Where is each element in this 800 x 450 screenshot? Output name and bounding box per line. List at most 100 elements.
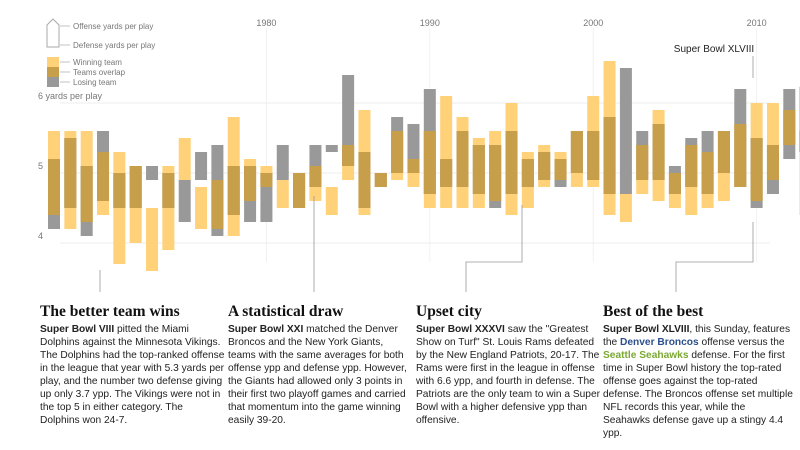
losing-team-bar	[342, 75, 355, 166]
story-best-of-the-best: Best of the best Super Bowl XLVIII, this…	[603, 303, 795, 440]
overlap-bar	[521, 159, 534, 187]
overlap-bar	[113, 173, 126, 208]
story-lead: Super Bowl XLVIII	[603, 324, 690, 335]
overlap-bar	[227, 166, 240, 215]
story-lead: Super Bowl XXXVI	[416, 324, 505, 335]
story-body: Super Bowl XLVIII, this Sunday, features…	[603, 323, 795, 440]
story-better-team-wins: The better team wins Super Bowl VIII pit…	[40, 303, 225, 427]
y-tick-label: 5	[38, 161, 43, 171]
x-tick-label: 2000	[583, 18, 603, 28]
winning-team-bar	[146, 208, 159, 271]
winning-team-bar	[619, 194, 632, 222]
team-name-broncos: Denver Broncos	[620, 337, 699, 348]
overlap-bar	[603, 117, 616, 194]
story-body: Super Bowl XXXVI saw the "Greatest Show …	[416, 323, 601, 427]
losing-team-bar	[178, 180, 191, 222]
overlap-bar	[750, 138, 763, 201]
overlap-bar	[64, 138, 77, 208]
legend-bar-outline-icon	[46, 18, 60, 48]
overlap-bar	[391, 131, 404, 173]
x-tick-label: 1980	[256, 18, 276, 28]
x-tick-label: 1990	[420, 18, 440, 28]
legend-offense-label: Offense yards per play	[73, 22, 153, 31]
overlap-bar	[505, 131, 518, 194]
overlap-bar	[554, 159, 567, 180]
story-text: offense versus the	[698, 337, 785, 348]
winning-team-bar	[325, 187, 338, 215]
overlap-bar	[668, 173, 681, 194]
legend-swatch-losing	[47, 77, 59, 87]
leader-line-sb48	[675, 222, 754, 292]
overlap-bar	[570, 131, 583, 173]
overlap-bar	[407, 159, 420, 173]
story-body: Super Bowl VIII pitted the Miami Dolphin…	[40, 323, 225, 427]
story-title: Best of the best	[603, 303, 704, 320]
overlap-bar	[260, 173, 273, 187]
overlap-bar	[440, 159, 453, 187]
story-text: matched the Denver Broncos and the New Y…	[228, 324, 407, 426]
overlap-bar	[162, 173, 175, 208]
overlap-bar	[685, 145, 698, 187]
overlap-bar	[636, 145, 649, 180]
legend-swatch-winning	[47, 57, 59, 67]
winning-team-bar	[195, 187, 208, 229]
overlap-bar	[766, 145, 779, 180]
team-name-seahawks: Seattle Seahawks	[603, 350, 689, 361]
legend-losing-label: Losing team	[73, 78, 117, 87]
overlap-bar	[342, 145, 355, 166]
legend-swatch-overlap	[47, 67, 59, 77]
overlap-bar	[358, 152, 371, 208]
overlap-bar	[783, 110, 796, 145]
story-title: A statistical draw	[228, 303, 344, 320]
story-lead: Super Bowl VIII	[40, 324, 115, 335]
overlap-bar	[652, 124, 665, 180]
story-lead: Super Bowl XXI	[228, 324, 304, 335]
story-upset-city: Upset city Super Bowl XXXVI saw the "Gre…	[416, 303, 601, 427]
super-bowl-ypp-chart: 6 yards per play 5 4 1980 1990 2000 2010 Offen…	[38, 18, 800, 292]
story-statistical-draw: A statistical draw Super Bowl XXI matche…	[228, 303, 413, 427]
legend-defense-label: Defense yards per play	[73, 41, 155, 50]
y-tick-label: 6 yards per play	[38, 91, 103, 101]
story-text: saw the "Greatest Show on Turf" St. Loui…	[416, 324, 601, 426]
overlap-bar	[211, 180, 224, 229]
gridlines: 6 yards per play 5 4 1980 1990 2000 2010	[38, 18, 770, 262]
overlap-bar	[423, 131, 436, 194]
overlap-bar	[97, 152, 110, 201]
story-text: defense. For the first time in Super Bow…	[603, 350, 793, 439]
overlap-bar	[456, 131, 469, 187]
story-title: The better team wins	[40, 303, 180, 320]
legend: Offense yards per play Defense yards per…	[46, 18, 155, 87]
overlap-bar	[538, 152, 551, 180]
overlap-bar	[587, 131, 600, 180]
bars	[48, 61, 800, 271]
story-title: Upset city	[416, 303, 482, 320]
leader-line-sb36	[465, 205, 523, 292]
losing-team-bar	[325, 145, 338, 152]
losing-team-bar	[276, 145, 289, 180]
overlap-bar	[80, 166, 93, 222]
overlap-bar	[48, 159, 60, 215]
legend-overlap-label: Teams overlap	[73, 68, 126, 77]
overlap-bar	[309, 166, 322, 187]
overlap-bar	[701, 152, 714, 194]
story-text: pitted the Miami Dolphins against the Mi…	[40, 324, 225, 426]
losing-team-bar	[195, 152, 208, 180]
legend-winning-label: Winning team	[73, 58, 122, 67]
overlap-bar	[489, 145, 502, 201]
y-tick-label: 4	[38, 231, 43, 241]
overlap-bar	[374, 173, 387, 187]
story-text: , this Sunday, features the	[603, 324, 791, 348]
losing-team-bar	[146, 166, 159, 180]
overlap-bar	[129, 166, 142, 208]
story-body: Super Bowl XXI matched the Denver Bronco…	[228, 323, 413, 427]
overlap-bar	[244, 166, 257, 201]
winning-team-bar	[178, 138, 191, 180]
callout-super-bowl-xlviii: Super Bowl XLVIII	[674, 44, 754, 55]
x-tick-label: 2010	[747, 18, 767, 28]
losing-team-bar	[619, 68, 632, 194]
overlap-bar	[734, 124, 747, 187]
overlap-bar	[293, 173, 306, 208]
overlap-bar	[717, 131, 730, 173]
overlap-bar	[472, 145, 485, 194]
